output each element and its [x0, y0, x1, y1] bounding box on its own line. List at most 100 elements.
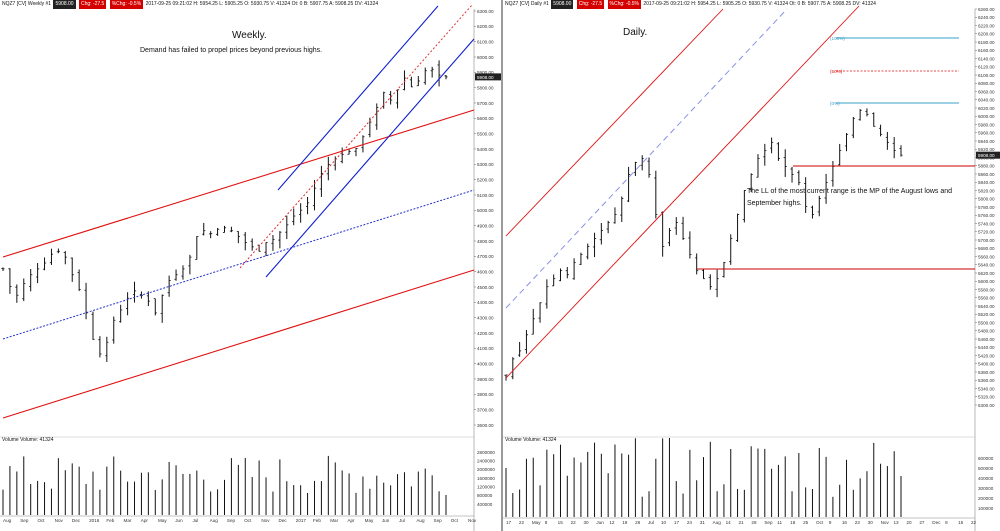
weekly-volume-tick-label: 2800000: [477, 450, 495, 455]
daily-x-tick-label: 11: [777, 520, 782, 525]
weekly-y-tick-label: 3900.00: [477, 377, 494, 382]
daily-y-tick-label: 5480.00: [978, 329, 995, 334]
weekly-info-text: 2017-09-25 09:21:02 H: 5954.25 L: 5905.2…: [145, 1, 379, 7]
weekly-pct-change-tag: %Chg: -0.5%: [109, 0, 144, 9]
weekly-y-tick-label: 4000.00: [477, 361, 494, 366]
daily-symbol: NQZ7 [CV] Daily #1: [505, 1, 549, 7]
daily-x-tick-label: Dec: [932, 520, 941, 525]
weekly-y-tick-label: 4200.00: [477, 331, 494, 336]
weekly-x-tick-label: Dec: [279, 518, 288, 523]
weekly-chart-panel[interactable]: NQZ7 [CV] Weekly #1 5908.00 Chg: -27.5 %…: [0, 0, 503, 531]
daily-x-tick-label: 22: [571, 520, 577, 525]
weekly-volume-tick-label: 400000: [477, 502, 493, 507]
weekly-red-dashed-trendline: [239, 4, 473, 269]
daily-info-text: 2017-09-25 09:21:02 H: 5954.25 L: 5905.2…: [643, 1, 876, 7]
daily-y-tick-label: 6080.00: [978, 81, 995, 86]
daily-x-tick-label: 25: [803, 520, 809, 525]
daily-chart-panel[interactable]: NQZ7 [CV] Daily #1 5908.00 Chg: -27.5 %C…: [503, 0, 1000, 531]
daily-y-tick-label: 5340.00: [978, 386, 995, 391]
weekly-y-tick-label: 6200.00: [477, 24, 494, 29]
weekly-y-tick-label: 4600.00: [477, 269, 494, 274]
weekly-y-tick-label: 5500.00: [477, 131, 494, 136]
daily-x-tick-label: 15: [958, 520, 964, 525]
weekly-last-price-text: 5908.00: [477, 75, 494, 80]
weekly-y-tick-label: 4900.00: [477, 223, 494, 228]
daily-y-tick-label: 5720.00: [978, 230, 995, 235]
weekly-x-tick-label: Apr: [347, 518, 355, 523]
daily-y-tick-label: 5840.00: [978, 180, 995, 185]
daily-x-tick-label: 15: [558, 520, 564, 525]
weekly-last-price-tag: [475, 73, 501, 81]
weekly-y-tick-label: 6300.00: [477, 9, 494, 14]
weekly-x-tick-label: Mar: [124, 518, 132, 523]
weekly-x-tick-label: May: [158, 518, 167, 523]
daily-x-tick-label: 23: [855, 520, 861, 525]
daily-x-tick-label: 8: [945, 520, 948, 525]
weekly-y-tick-label: 4500.00: [477, 285, 494, 290]
weekly-x-tick-label: 2016: [89, 518, 100, 523]
weekly-y-tick-label: 4800.00: [477, 239, 494, 244]
daily-y-tick-label: 6240.00: [978, 15, 995, 20]
weekly-price-tag: 5908.00: [53, 0, 76, 9]
daily-x-tick-label: 9: [829, 520, 832, 525]
weekly-chart-svg[interactable]: 6300.00 6200.00 6100.00 6000.00 5900.00 5800.…: [0, 0, 503, 531]
weekly-y-tick-label: 3600.00: [477, 423, 494, 428]
daily-chart-title: Daily.: [623, 27, 648, 38]
weekly-y-tick-label: 5400.00: [477, 147, 494, 152]
daily-y-tick-label: 5580.00: [978, 287, 995, 292]
daily-x-tick-label: 24: [687, 520, 693, 525]
daily-y-tick-label: 6140.00: [978, 56, 995, 61]
daily-chart-svg[interactable]: 6260.00 6240.00 6220.00 6200.00 6180.00 6160.…: [503, 0, 1000, 531]
daily-x-tick-label: 20: [906, 520, 912, 525]
daily-y-tick-label: 5440.00: [978, 345, 995, 350]
daily-y-tick-label: 5980.00: [978, 122, 995, 127]
daily-y-tick-label: 5540.00: [978, 304, 995, 309]
daily-titlebar: NQZ7 [CV] Daily #1 5908.00 Chg: -27.5 %C…: [503, 0, 1000, 9]
daily-volume-tick-label: 600000: [978, 456, 994, 461]
weekly-x-tick-label: Nov: [468, 518, 477, 523]
daily-last-price-text: 5908.00: [978, 153, 995, 158]
daily-y-tick-label: 5920.00: [978, 147, 995, 152]
weekly-red-channel-upper: [2, 109, 475, 258]
daily-x-tick-label: 17: [674, 520, 680, 525]
daily-y-tick-label: 5640.00: [978, 263, 995, 268]
daily-y-tick-label: 5360.00: [978, 378, 995, 383]
daily-y-tick-label: 6260.00: [978, 7, 995, 12]
weekly-y-tick-label: 6000.00: [477, 55, 494, 60]
weekly-blue-channel-upper: [277, 5, 439, 191]
daily-x-tick-label: 30: [868, 520, 874, 525]
daily-y-tick-label: 6180.00: [978, 40, 995, 45]
daily-y-tick-label: 5960.00: [978, 131, 995, 136]
daily-y-tick-label: 5520.00: [978, 312, 995, 317]
daily-x-tick-label: 17: [506, 520, 512, 525]
daily-x-tick-label: 26: [635, 520, 641, 525]
daily-pct-change-tag: %Chg: -0.5%: [607, 0, 641, 9]
weekly-x-tick-label: Sep: [227, 518, 236, 523]
weekly-y-tick-label: 5900.00: [477, 70, 494, 75]
weekly-x-tick-label: Nov: [55, 518, 64, 523]
daily-x-tick-label: Jul: [648, 520, 654, 525]
daily-x-tick-label: 10: [661, 520, 667, 525]
weekly-y-tick-label: 4700.00: [477, 254, 494, 259]
daily-x-tick-label: 19: [622, 520, 628, 525]
daily-x-tick-label: Oct: [816, 520, 824, 525]
weekly-y-tick-label: 3800.00: [477, 392, 494, 397]
weekly-red-channel-lower: [2, 269, 475, 419]
weekly-symbol: NQZ7 [CV] Weekly #1: [2, 1, 52, 7]
daily-x-tick-label: 31: [700, 520, 706, 525]
daily-y-tick-label: 5940.00: [978, 139, 995, 144]
daily-y-tick-label: 5500.00: [978, 320, 995, 325]
daily-y-tick-label: 6220.00: [978, 23, 995, 28]
daily-x-tick-label: 30: [584, 520, 590, 525]
weekly-y-tick-label: 4400.00: [477, 300, 494, 305]
weekly-volume-tick-label: 2000000: [477, 467, 495, 472]
daily-x-tick-label: Jun: [596, 520, 604, 525]
weekly-x-tick-label: Sep: [20, 518, 29, 523]
daily-y-tick-label: 5880.00: [978, 164, 995, 169]
daily-x-tick-label: 28: [751, 520, 757, 525]
weekly-volume-tick-label: 2400000: [477, 458, 495, 463]
daily-x-tick-label: Aug: [713, 520, 722, 525]
weekly-y-tick-label: 5600.00: [477, 116, 494, 121]
daily-x-tick-label: Nov: [881, 520, 890, 525]
weekly-blue-channel-lower: [265, 38, 475, 278]
